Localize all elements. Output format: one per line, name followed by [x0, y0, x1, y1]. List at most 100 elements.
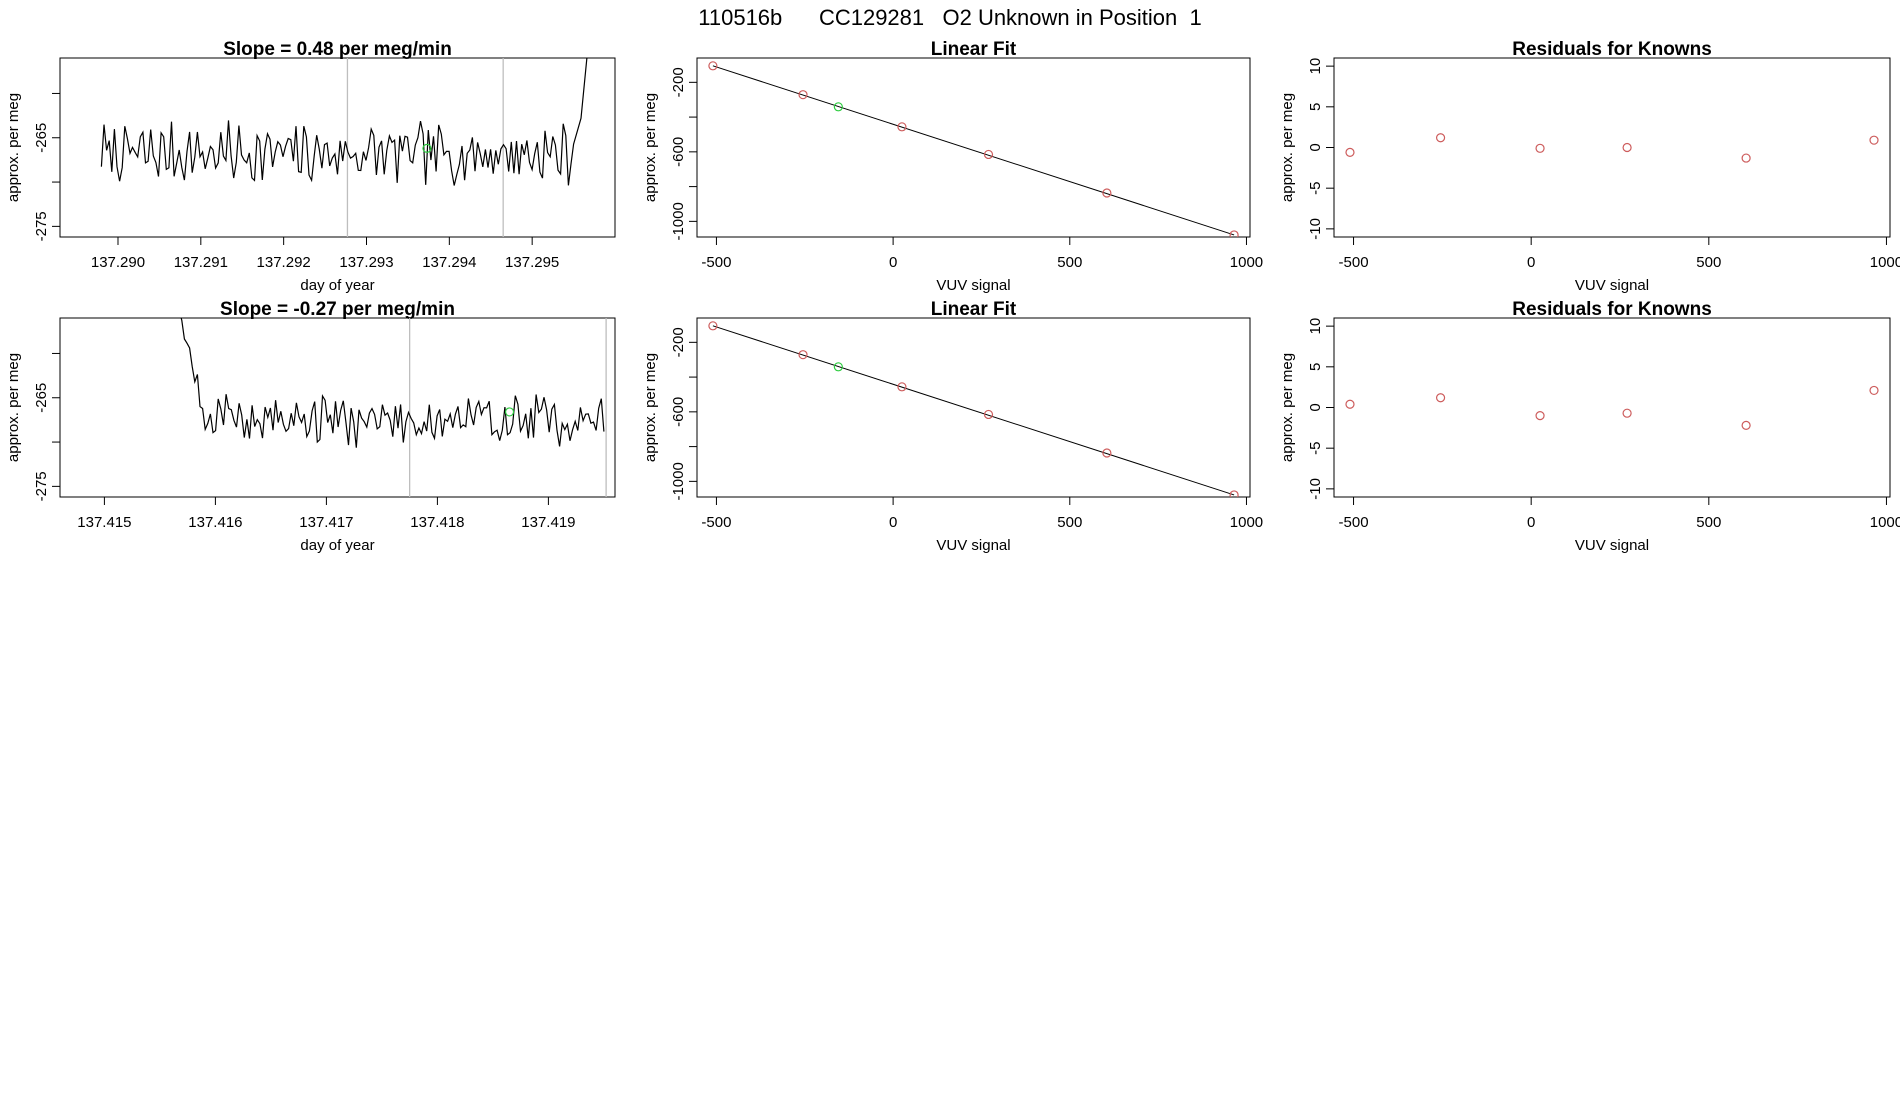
- x-tick-label: 137.417: [299, 514, 353, 531]
- x-tick-label: 137.416: [188, 514, 242, 531]
- known-point: [983, 149, 994, 160]
- x-tick-label: 500: [1696, 514, 1721, 531]
- y-tick-label: -275: [33, 211, 50, 241]
- known-point: [1869, 385, 1879, 396]
- known-point: [798, 350, 808, 360]
- y-tick-label: -200: [670, 67, 687, 97]
- known-point: [1229, 230, 1239, 237]
- y-tick-label: -600: [670, 397, 687, 427]
- plot-area: [1345, 133, 1879, 163]
- x-tick-label: 500: [1696, 254, 1721, 271]
- plot-area: [180, 318, 607, 497]
- x-tick-label: 500: [1057, 514, 1082, 531]
- known-point: [1435, 393, 1446, 403]
- x-tick-label: -500: [1339, 254, 1369, 271]
- x-tick-label: 137.293: [339, 254, 393, 271]
- x-tick-label: 137.292: [257, 254, 311, 271]
- y-tick-label: 0: [1307, 403, 1324, 411]
- plot-frame: [696, 57, 1251, 238]
- x-tick-label: 137.415: [77, 514, 131, 531]
- known-point: [983, 409, 994, 420]
- panel-res-2: Residuals for Knowns VUV signal approx. pe…: [1279, 299, 1900, 554]
- x-tick-label: 0: [889, 514, 897, 531]
- y-axis-label: approx. per meg: [5, 353, 22, 462]
- unknown-point: [833, 102, 843, 112]
- y-tick-label: 5: [1307, 363, 1324, 371]
- y-tick-label: -600: [670, 137, 687, 167]
- y-axis-label: approx. per meg: [1279, 93, 1296, 202]
- x-tick-label: -500: [1339, 514, 1369, 531]
- known-point: [1741, 420, 1751, 430]
- x-axis-label: VUV signal: [1575, 277, 1649, 294]
- known-point: [1535, 411, 1545, 421]
- y-tick-label: -265: [33, 123, 50, 153]
- fit-line: [712, 65, 1235, 236]
- unknown-point: [833, 362, 843, 372]
- x-tick-label: 137.419: [521, 514, 575, 531]
- panel-res-1: Residuals for Knowns VUV signal approx. pe…: [1279, 39, 1900, 294]
- x-tick-label: 137.294: [422, 254, 476, 271]
- panel-title: Linear Fit: [931, 39, 1017, 60]
- plot-frame: [59, 57, 616, 238]
- x-tick-label: -500: [701, 514, 731, 531]
- known-point: [1345, 147, 1355, 157]
- known-point: [1435, 133, 1446, 143]
- known-point: [1869, 135, 1879, 145]
- y-tick-label: 10: [1307, 58, 1324, 75]
- known-point: [897, 382, 907, 392]
- x-axis-label: VUV signal: [1575, 537, 1649, 554]
- known-point: [1622, 142, 1632, 153]
- known-point: [1102, 188, 1112, 198]
- panel-title: Residuals for Knowns: [1512, 39, 1712, 60]
- x-tick-label: 0: [889, 254, 897, 271]
- panel-title: Linear Fit: [931, 299, 1017, 320]
- x-tick-label: 137.295: [505, 254, 559, 271]
- figure-title: 110516b CC129281 O2 Unknown in Position …: [698, 5, 1201, 30]
- known-point: [1622, 408, 1632, 418]
- x-tick-label: 0: [1527, 514, 1535, 531]
- plot-frame: [59, 317, 616, 498]
- known-point: [1229, 490, 1239, 497]
- x-tick-label: 137.290: [91, 254, 145, 271]
- x-axis-label: VUV signal: [936, 277, 1010, 294]
- unknown-point: [422, 143, 432, 153]
- x-axis-label: VUV signal: [936, 537, 1010, 554]
- known-point: [708, 321, 718, 331]
- x-axis-label: day of year: [300, 277, 374, 294]
- y-axis-label: approx. per meg: [1279, 353, 1296, 462]
- y-tick-label: -265: [33, 383, 50, 413]
- y-axis-label: approx. per meg: [5, 93, 22, 202]
- y-tick-label: -10: [1307, 218, 1324, 240]
- unknown-point: [504, 407, 515, 417]
- known-point: [798, 90, 808, 100]
- x-tick-label: 137.291: [174, 254, 228, 271]
- plot-frame: [696, 317, 1251, 498]
- plot-area: [1345, 385, 1879, 430]
- y-tick-label: 5: [1307, 103, 1324, 111]
- x-tick-label: 500: [1057, 254, 1082, 271]
- y-tick-label: -200: [670, 327, 687, 357]
- y-tick-label: 0: [1307, 143, 1324, 151]
- panel-fit-2: Linear Fit VUV signal approx. per meg -500 0…: [642, 299, 1263, 554]
- x-tick-label: 137.418: [410, 514, 464, 531]
- y-tick-label: -1000: [670, 202, 687, 240]
- y-tick-label: -1000: [670, 462, 687, 500]
- panel-fit-1: Linear Fit VUV signal approx. per meg -500 0…: [642, 39, 1263, 294]
- panel-ts-2: Slope = -0.27 per meg/min day of year appr…: [5, 299, 616, 554]
- x-tick-label: 0: [1527, 254, 1535, 271]
- data-series-line: [100, 58, 588, 186]
- x-tick-label: 1000: [1870, 514, 1900, 531]
- known-point: [897, 122, 907, 132]
- known-point: [1535, 143, 1545, 153]
- fit-line: [712, 325, 1235, 496]
- data-series-line: [180, 318, 605, 448]
- plot-area: [708, 321, 1239, 497]
- panel-ts-1: Slope = 0.48 per meg/min day of year appro…: [5, 39, 616, 294]
- y-tick-label: -10: [1307, 478, 1324, 500]
- known-point: [708, 61, 718, 71]
- y-tick-label: -5: [1307, 182, 1324, 195]
- y-tick-label: 10: [1307, 318, 1324, 335]
- y-tick-label: -5: [1307, 442, 1324, 455]
- known-point: [1741, 153, 1751, 163]
